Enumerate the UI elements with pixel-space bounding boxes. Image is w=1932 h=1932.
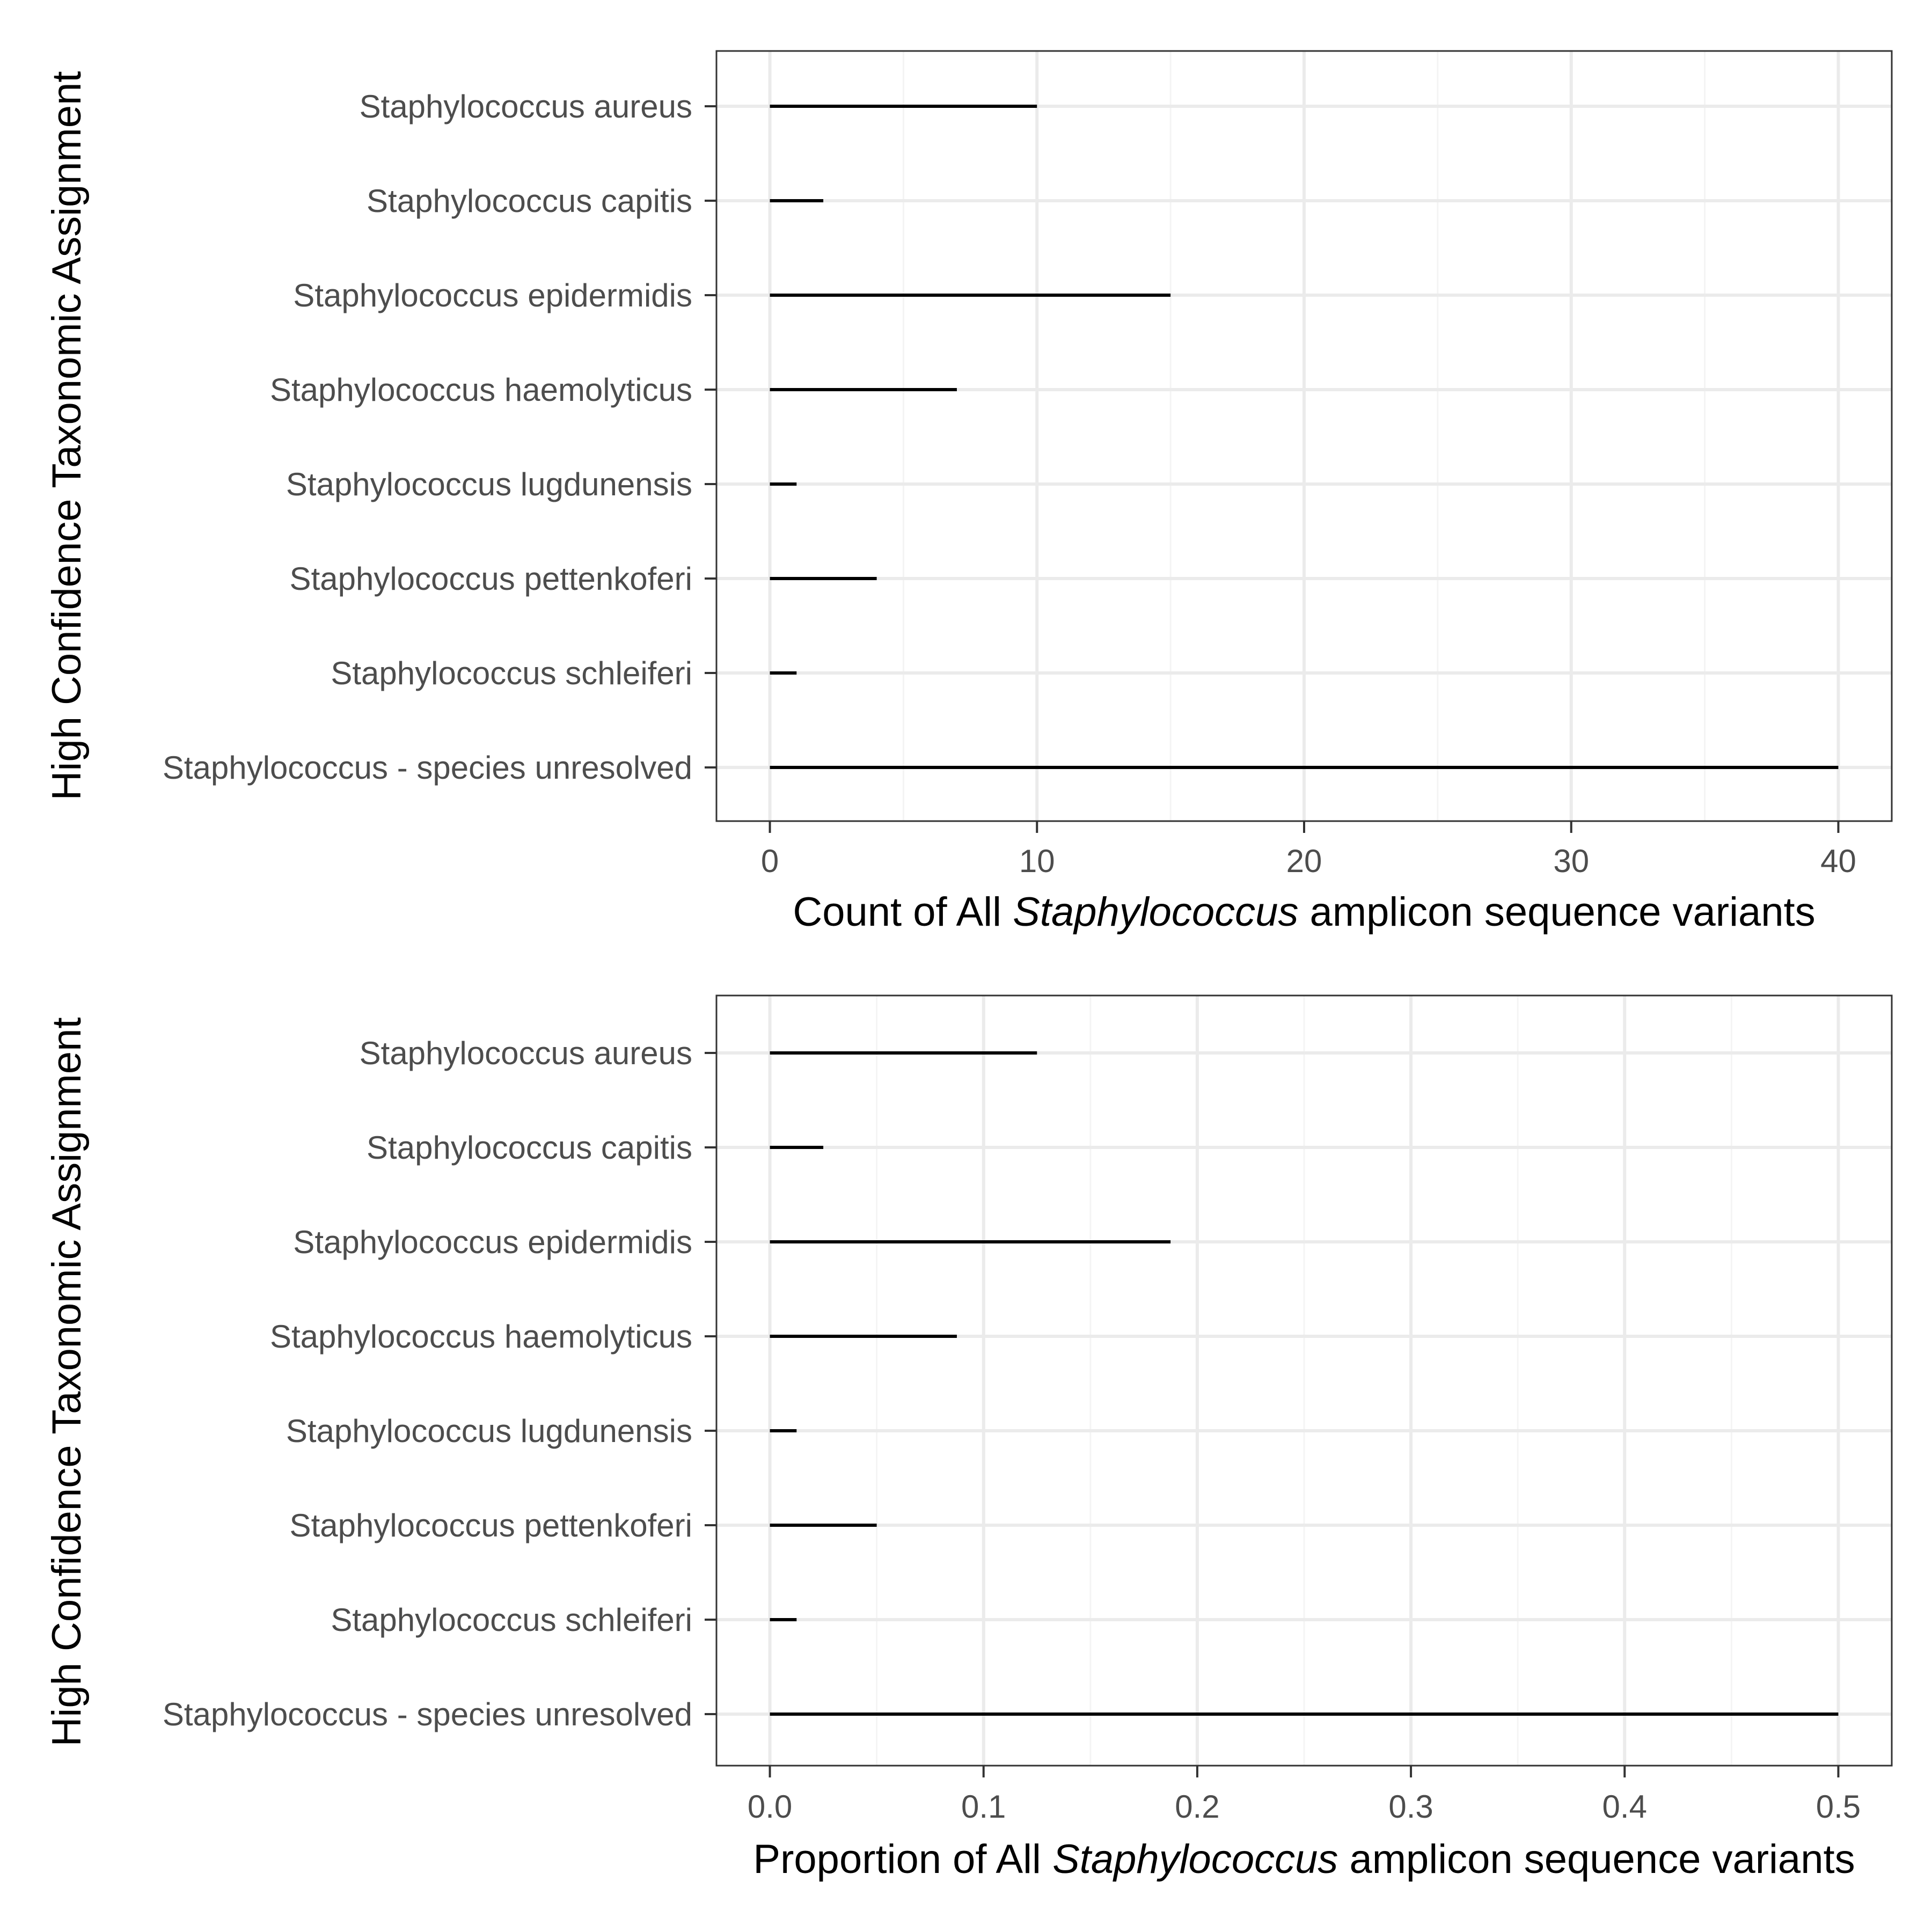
x-axis-title-genus: Staphylococcus (1052, 1836, 1338, 1882)
x-tick-label: 0.3 (1388, 1789, 1433, 1825)
y-tick-label: Staphylococcus haemolyticus (270, 1319, 692, 1355)
panel-border (715, 994, 1893, 1767)
y-tick-label: Staphylococcus pettenkoferi (290, 561, 692, 597)
x-axis-title-suffix: amplicon sequence variants (1298, 889, 1815, 935)
y-tick-label: Staphylococcus epidermidis (293, 1224, 692, 1260)
x-axis-title-genus: Staphylococcus (1013, 889, 1298, 935)
x-axis-title-prefix: Proportion of All (753, 1836, 1052, 1882)
y-tick-label: Staphylococcus - species unresolved (163, 750, 692, 786)
x-tick-label: 10 (1019, 843, 1055, 879)
y-tick-label: Staphylococcus capitis (367, 183, 692, 219)
x-tick-label: 0.2 (1175, 1789, 1219, 1825)
y-tick-label: Staphylococcus - species unresolved (163, 1696, 692, 1732)
x-tick-label: 0.1 (961, 1789, 1006, 1825)
x-tick-label: 30 (1553, 843, 1589, 879)
x-axis-title-prefix: Count of All (793, 889, 1013, 935)
x-tick-label: 20 (1286, 843, 1322, 879)
chart-panel-1: Staphylococcus aureus Staphylococcus capi… (44, 50, 1893, 935)
x-tick-label: 0.4 (1602, 1789, 1647, 1825)
y-tick-label: Staphylococcus schleiferi (331, 1602, 692, 1638)
y-tick-label: Staphylococcus epidermidis (293, 277, 692, 313)
y-axis-title: High Confidence Taxonomic Assignment (44, 71, 90, 801)
x-axis-title: Count of All Staphylococcus amplicon seq… (793, 889, 1815, 935)
x-tick-label: 40 (1820, 843, 1856, 879)
y-tick-label: Staphylococcus lugdunensis (286, 466, 692, 502)
y-tick-label: Staphylococcus aureus (360, 89, 692, 125)
y-tick-label: Staphylococcus schleiferi (331, 655, 692, 691)
y-tick-label: Staphylococcus haemolyticus (270, 372, 692, 408)
x-axis-title: Proportion of All Staphylococcus amplico… (753, 1836, 1855, 1882)
x-tick-label: 0.0 (748, 1789, 792, 1825)
x-axis-title-suffix: amplicon sequence variants (1338, 1836, 1855, 1882)
y-tick-label: Staphylococcus pettenkoferi (290, 1507, 692, 1543)
y-tick-label: Staphylococcus capitis (367, 1130, 692, 1166)
x-tick-label: 0.5 (1816, 1789, 1861, 1825)
y-axis-title: High Confidence Taxonomic Assignment (44, 1018, 90, 1747)
y-tick-label: Staphylococcus aureus (360, 1035, 692, 1071)
y-tick-label: Staphylococcus lugdunensis (286, 1413, 692, 1449)
x-tick-label: 0 (761, 843, 779, 879)
chart-panel-2: Staphylococcus aureus Staphylococcus capi… (44, 994, 1893, 1882)
